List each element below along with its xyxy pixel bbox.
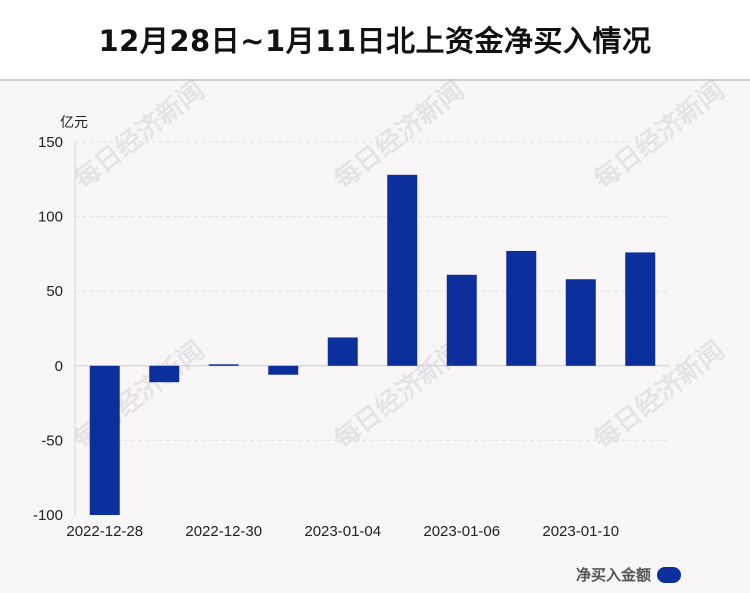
bar [208, 364, 239, 366]
bar [446, 274, 477, 366]
legend-swatch [657, 566, 682, 583]
y-axis-unit: 亿元 [60, 115, 88, 131]
x-tick-label: 2023-01-06 [423, 523, 500, 540]
legend-label: 净买入金额 [576, 566, 652, 584]
legend: 净买入金额 [576, 564, 682, 585]
bar [506, 250, 537, 366]
bar [89, 365, 120, 515]
y-tick-label: 100 [38, 209, 63, 226]
bar [327, 337, 358, 366]
y-tick-label: -100 [33, 507, 63, 524]
y-tick-label: -50 [41, 432, 63, 449]
y-tick-label: 150 [38, 134, 63, 151]
y-tick-label: 50 [46, 283, 63, 300]
x-tick-label: 2023-01-04 [304, 523, 381, 540]
bar [149, 365, 180, 383]
y-tick-label: 0 [55, 358, 63, 375]
bar [565, 279, 596, 366]
x-tick-label: 2022-12-28 [66, 523, 143, 540]
x-tick-label: 2023-01-10 [542, 523, 619, 540]
bar [387, 174, 418, 366]
bar [268, 365, 299, 375]
title-bar: 12月28日~1月11日北上资金净买入情况 [0, 0, 750, 81]
chart-title: 12月28日~1月11日北上资金净买入情况 [98, 24, 652, 58]
x-tick-label: 2022-12-30 [185, 523, 262, 540]
bar [625, 252, 656, 366]
